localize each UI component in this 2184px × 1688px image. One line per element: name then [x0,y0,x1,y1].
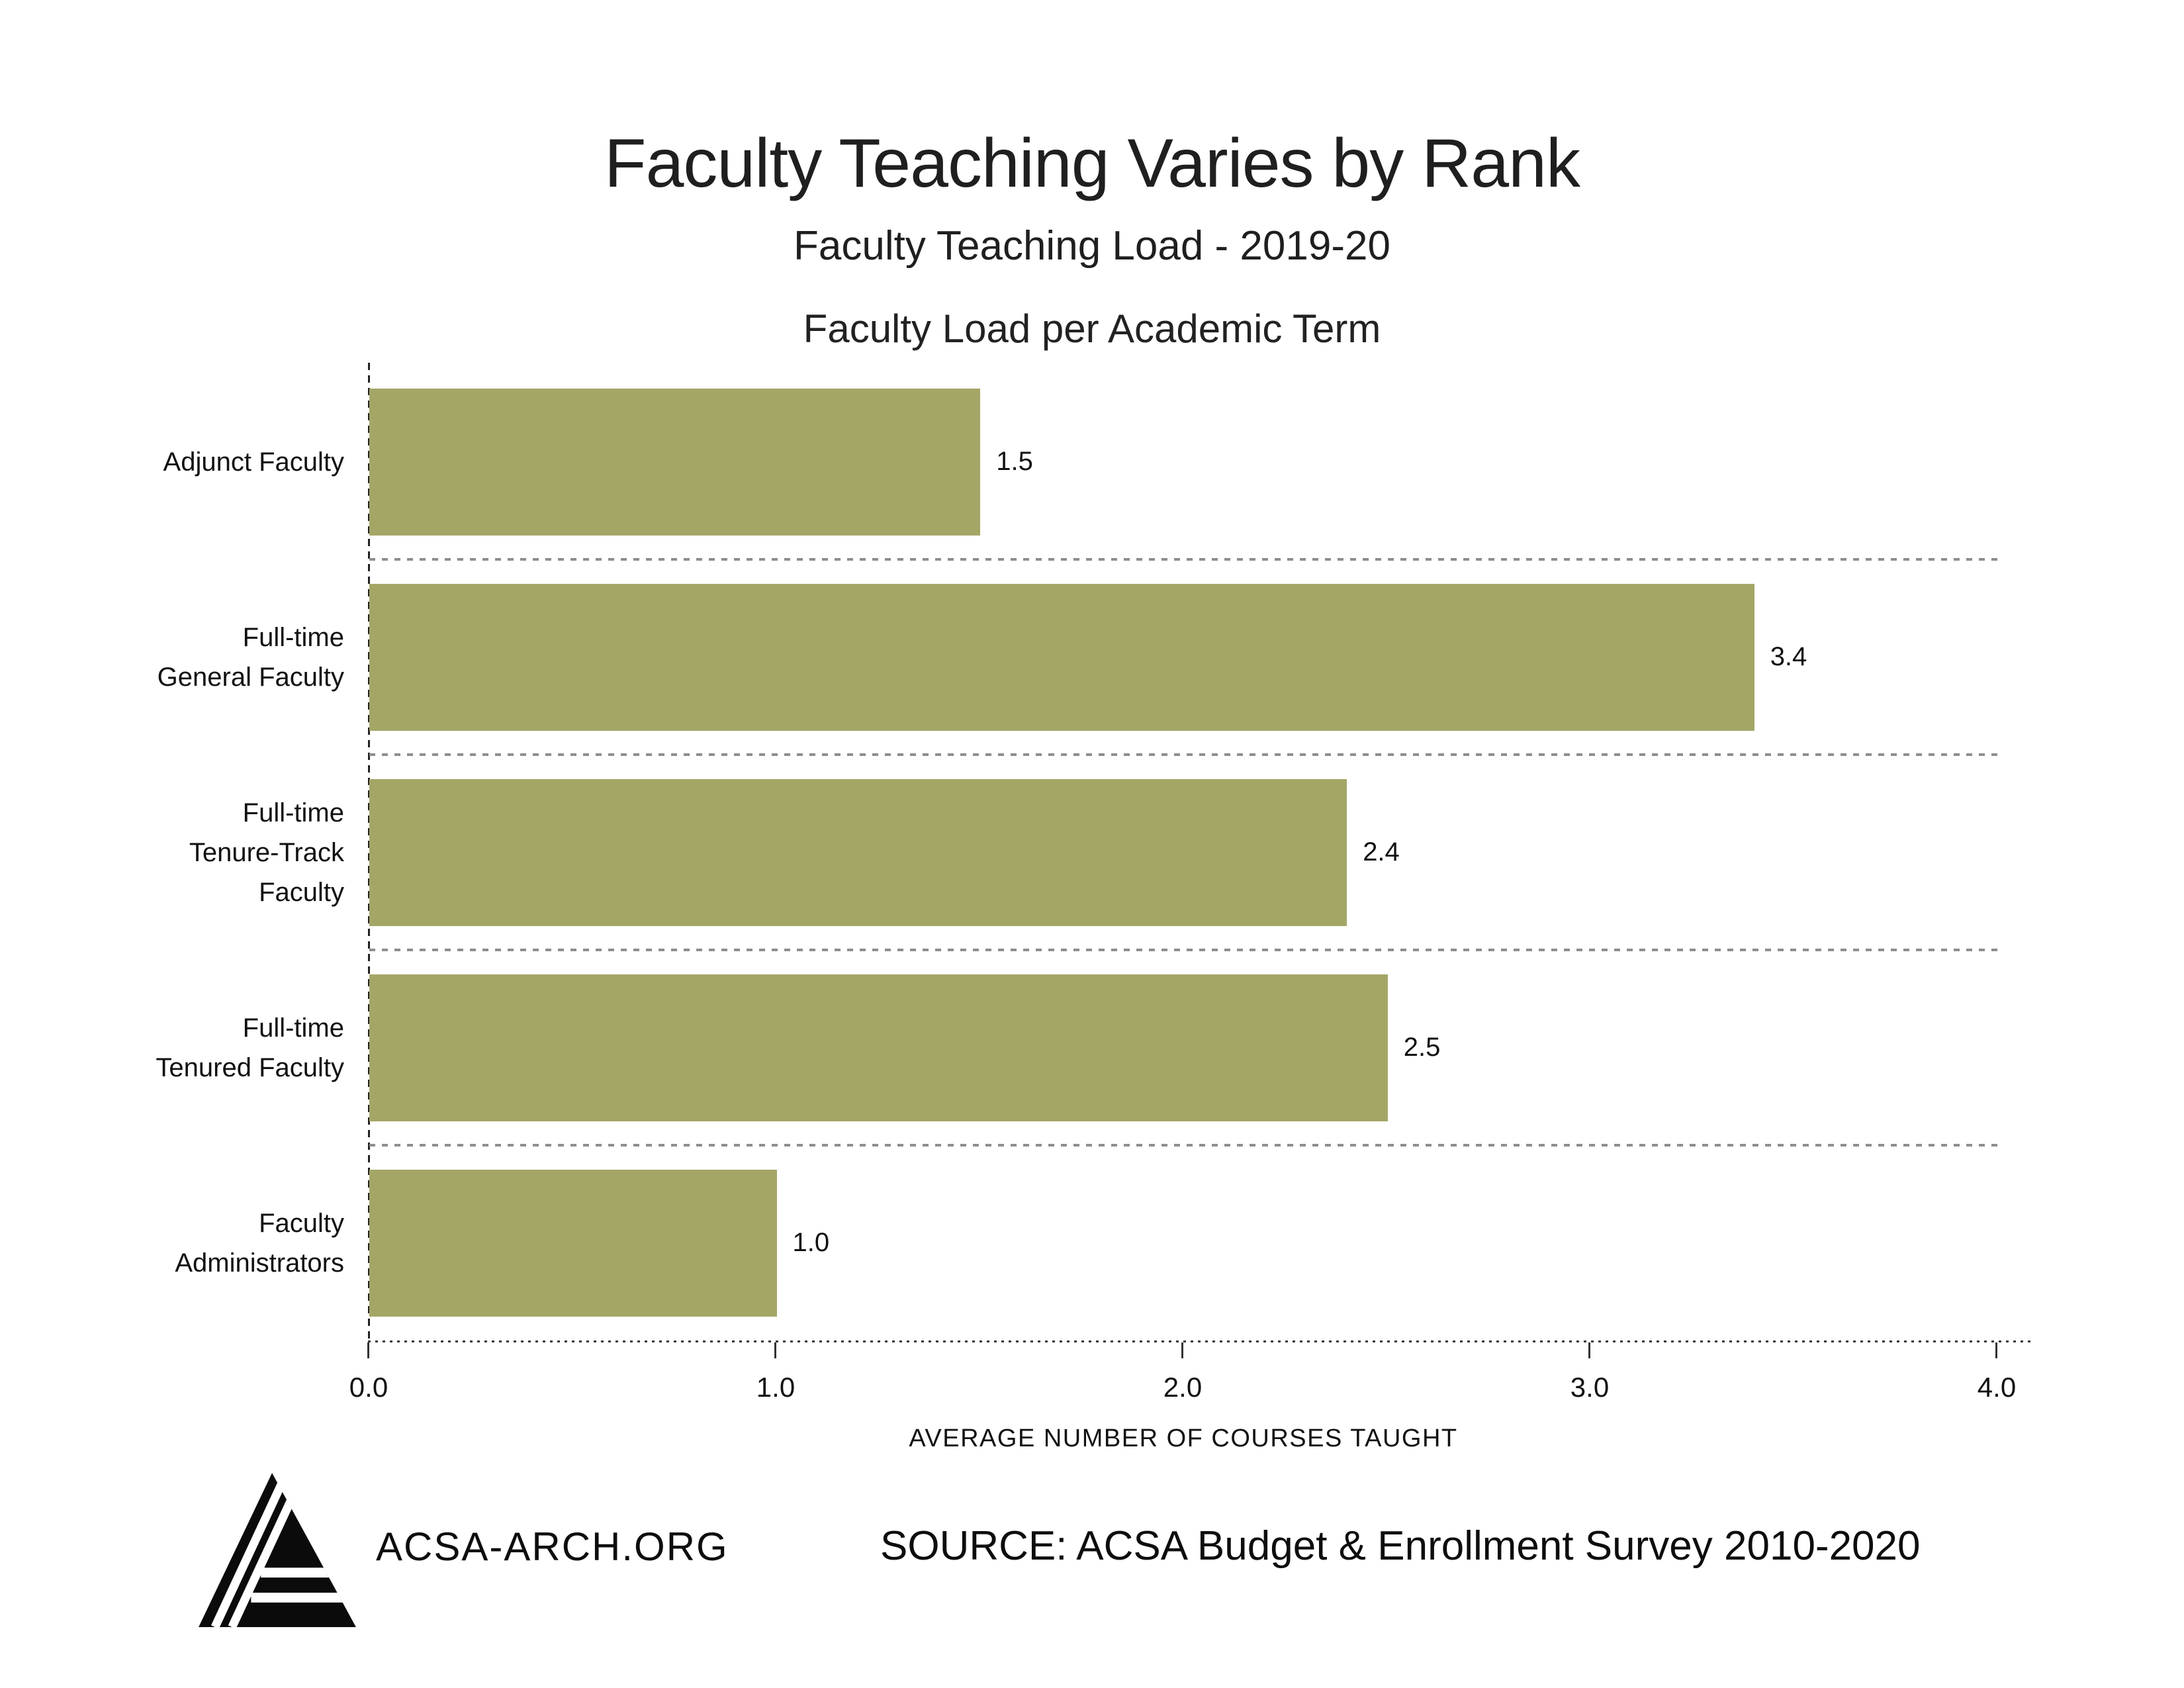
x-axis-tick [1181,1342,1183,1358]
category-label: Adjunct Faculty [163,447,344,477]
bar [369,388,981,536]
bar-track: 1.0 [369,1145,1999,1340]
zero-axis-dashed-line [368,363,370,1342]
x-axis-tick [367,1342,369,1358]
bar-value-label: 1.5 [996,447,1033,476]
category-label: Faculty Administrators [175,1208,344,1278]
chart-row: Full-time General Faculty 3.4 [0,559,1999,755]
bar [369,583,1754,731]
row-separator-dashed-line [369,558,2000,561]
x-tick-label: 1.0 [756,1372,796,1403]
x-axis-tick [1995,1342,1997,1358]
x-tick-label: 0.0 [349,1372,388,1403]
x-tick-label: 2.0 [1163,1372,1203,1403]
row-separator-dashed-line [369,753,2000,756]
chart-row: Full-time Tenure-Track Faculty 2.4 [0,755,1999,950]
bar-value-label: 2.4 [1363,837,1400,867]
bar-value-label: 3.4 [1770,642,1807,671]
row-separator-dashed-line [369,1144,2000,1147]
x-axis-tick [774,1342,776,1358]
bar-chart: Adjunct Faculty 1.5 Full-time General Fa… [0,364,1999,1340]
bar-value-label: 1.0 [792,1228,830,1257]
bar-track: 3.4 [369,559,1999,755]
x-tick-label: 3.0 [1570,1372,1610,1403]
footer-source-text: SOURCE: ACSA Budget & Enrollment Survey … [880,1523,1921,1569]
bar-track: 2.5 [369,950,1999,1145]
acsa-logo-icon [199,1473,356,1627]
category-label: Full-time Tenure-Track Faculty [189,798,344,907]
x-axis-tick [1588,1342,1590,1358]
chart-title: Faculty Load per Academic Term [803,306,1381,351]
bar [369,778,1347,926]
bar-track: 1.5 [369,364,1999,559]
x-tick-label: 4.0 [1977,1372,2017,1403]
x-axis-dotted-line [368,1340,2030,1342]
category-label: Full-time General Faculty [157,622,344,692]
bar [369,1169,777,1317]
chart-row: Full-time Tenured Faculty 2.5 [0,950,1999,1145]
bar [369,974,1388,1121]
page-subtitle: Faculty Teaching Load - 2019-20 [794,223,1390,269]
row-separator-dashed-line [369,949,2000,951]
chart-row: Faculty Administrators 1.0 [0,1145,1999,1340]
page-title: Faculty Teaching Varies by Rank [604,125,1580,202]
bar-track: 2.4 [369,755,1999,950]
footer-website-text: ACSA-ARCH.ORG [376,1524,729,1569]
chart-row: Adjunct Faculty 1.5 [0,364,1999,559]
x-axis-title: AVERAGE NUMBER OF COURSES TAUGHT [909,1425,1458,1452]
category-label: Full-time Tenured Faculty [156,1013,344,1082]
bar-value-label: 2.5 [1403,1033,1441,1062]
